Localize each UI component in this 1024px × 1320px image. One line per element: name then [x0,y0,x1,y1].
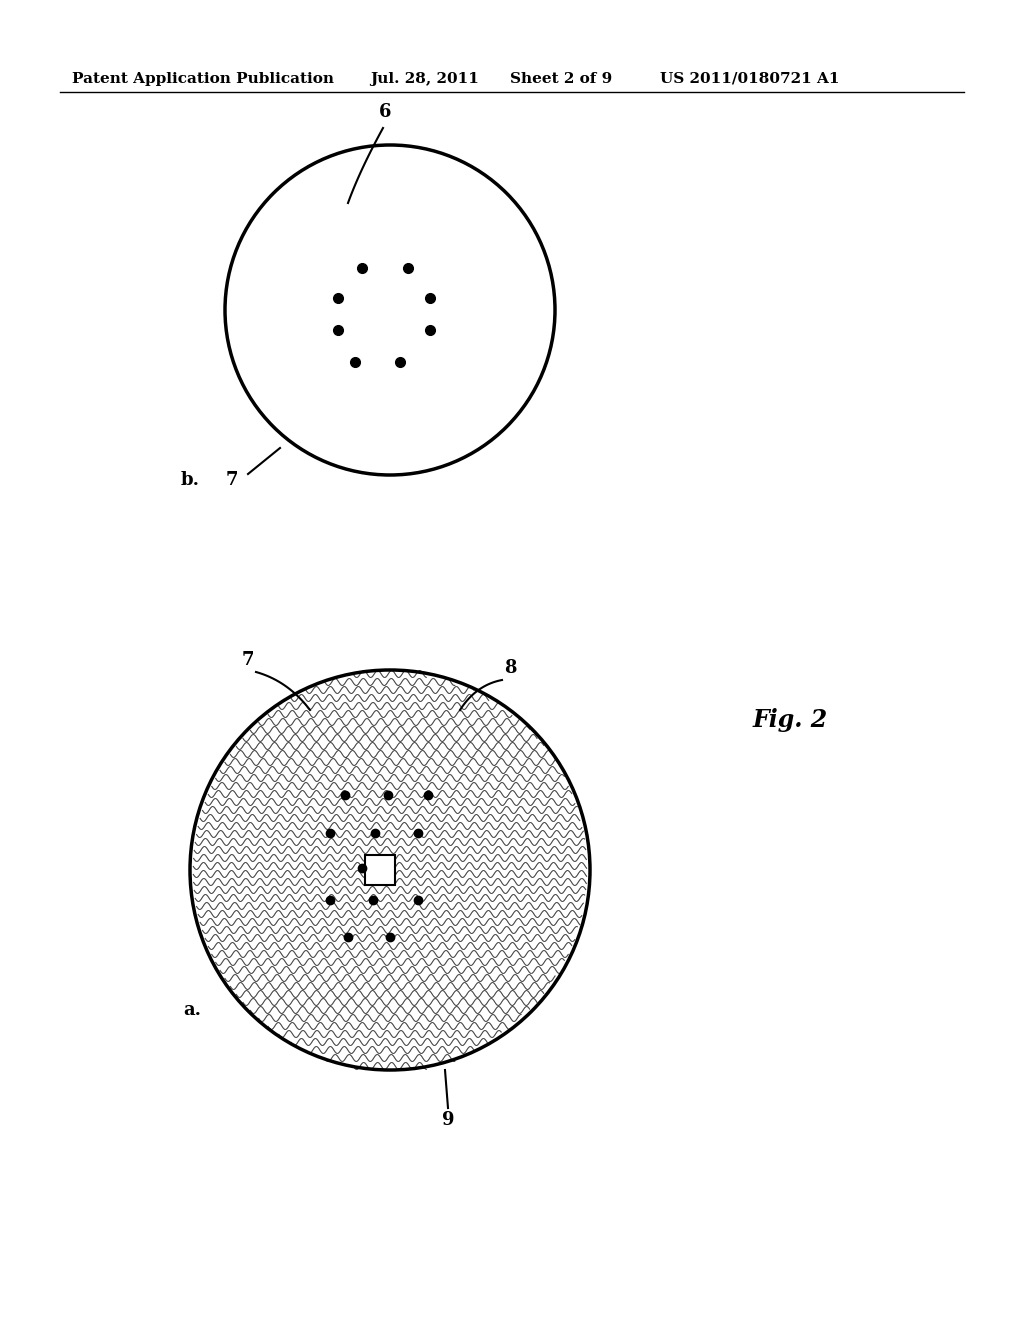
Text: Sheet 2 of 9: Sheet 2 of 9 [510,73,612,86]
Text: US 2011/0180721 A1: US 2011/0180721 A1 [660,73,840,86]
Bar [365,855,395,884]
Text: 7: 7 [225,471,239,488]
Text: b.: b. [180,471,200,488]
Text: 7: 7 [242,651,254,669]
Circle shape [225,145,555,475]
Text: 6: 6 [379,103,391,121]
Text: 8: 8 [504,659,516,677]
Text: a.: a. [183,1001,201,1019]
Circle shape [190,671,590,1071]
Text: Patent Application Publication: Patent Application Publication [72,73,334,86]
Text: Jul. 28, 2011: Jul. 28, 2011 [370,73,479,86]
Text: 9: 9 [441,1111,455,1129]
Text: Fig. 2: Fig. 2 [753,708,827,733]
